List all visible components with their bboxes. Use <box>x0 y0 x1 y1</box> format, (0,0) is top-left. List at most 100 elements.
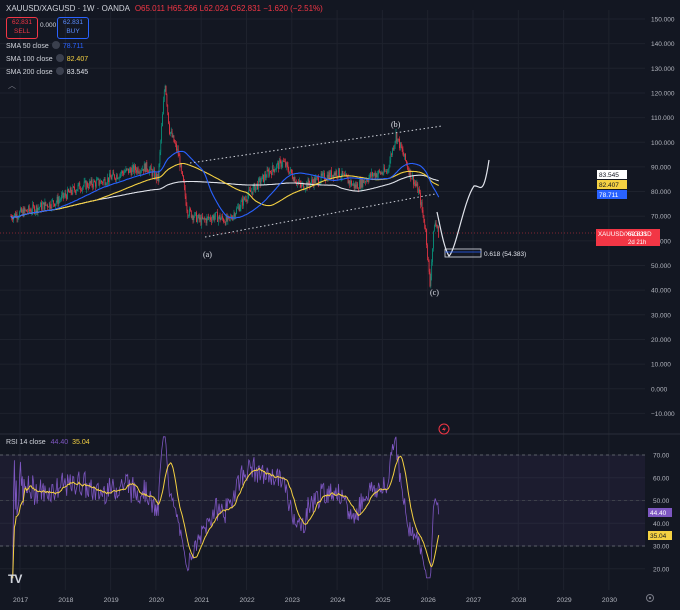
candle-body <box>103 178 105 181</box>
candle-body <box>73 186 75 188</box>
candle-body <box>399 142 401 149</box>
candle-body <box>349 180 351 185</box>
symbol-title[interactable]: XAUUSD/XAGUSD · 1W · OANDA <box>6 4 130 13</box>
candle-body <box>285 161 286 167</box>
candle-body <box>339 176 341 178</box>
candle-body <box>122 171 123 173</box>
indicator-sma-50[interactable]: SMA 50 close 78.711 <box>6 41 84 50</box>
candle-body <box>159 151 161 165</box>
candle-body <box>186 205 188 211</box>
gear-icon[interactable] <box>646 594 654 602</box>
candle-body <box>267 169 269 171</box>
candle-body <box>42 202 44 205</box>
indicator-label: SMA 100 close <box>6 56 53 63</box>
candle-body <box>342 171 344 175</box>
candle-body <box>328 172 330 181</box>
indicator-sma-200[interactable]: SMA 200 close 83.545 <box>6 67 88 76</box>
candle-body <box>156 173 157 180</box>
candle-body <box>68 189 69 192</box>
candle-body <box>308 179 310 184</box>
candle-body <box>28 206 29 212</box>
buy-button[interactable]: 62.831 BUY <box>57 17 89 39</box>
candle-body <box>364 181 365 183</box>
candle-body <box>280 160 282 167</box>
candle-body <box>34 206 35 214</box>
candle-body <box>413 175 414 185</box>
candle-body <box>318 183 320 185</box>
candle-body <box>88 186 89 188</box>
candle-body <box>48 206 49 208</box>
candle-body <box>430 276 432 287</box>
candle-body <box>76 189 78 191</box>
indicator-sma-100[interactable]: SMA 100 close 82.407 <box>6 54 88 63</box>
candle-body <box>106 183 108 185</box>
price-tick-label: 120.000 <box>651 90 675 97</box>
candle-body <box>397 138 399 142</box>
candle-body <box>395 132 397 142</box>
candle-body <box>162 114 163 127</box>
candle-body <box>224 222 226 225</box>
candle-body <box>115 174 117 180</box>
price-tick-label: 70.000 <box>651 214 671 221</box>
candle-body <box>216 212 217 213</box>
candle-body <box>163 100 164 115</box>
candle-body <box>277 162 278 165</box>
rsi-line <box>11 436 440 579</box>
candle-body <box>347 177 349 184</box>
candle-body <box>415 184 417 186</box>
candle-body <box>92 185 94 188</box>
price-tick-label: 10.000 <box>651 362 671 369</box>
candle-body <box>136 170 137 173</box>
candle-body <box>382 173 384 175</box>
rsi-tick-label: 30.00 <box>653 544 670 551</box>
candle-body <box>79 182 81 190</box>
candle-body <box>91 179 93 186</box>
candle-body <box>217 212 218 222</box>
candle-body <box>72 186 74 194</box>
candle-body <box>165 85 167 95</box>
buy-label: BUY <box>66 28 80 35</box>
candle-body <box>278 159 280 170</box>
candle-body <box>355 184 357 188</box>
candle-body <box>172 135 174 138</box>
candle-body <box>255 186 257 192</box>
candle-body <box>278 162 279 170</box>
candle-body <box>321 173 323 176</box>
sell-button[interactable]: 62.831 SELL <box>6 17 38 39</box>
candle-body <box>305 182 307 189</box>
tradingview-logo[interactable]: TV <box>8 572 22 586</box>
candle-body <box>413 182 415 185</box>
candle-body <box>87 182 88 187</box>
candle-body <box>318 177 319 185</box>
candle-body <box>235 213 237 218</box>
candle-body <box>341 171 343 178</box>
eye-icon[interactable] <box>55 67 64 75</box>
candle-body <box>176 143 177 151</box>
lightning-icon[interactable] <box>438 423 450 435</box>
eye-icon[interactable] <box>55 54 64 62</box>
rsi-label: RSI 14 close <box>6 439 46 446</box>
candle-body <box>431 262 433 277</box>
candle-body <box>417 183 419 193</box>
chevron-up-icon[interactable]: ︿ <box>8 81 16 90</box>
candle-body <box>84 180 86 182</box>
price-axis: 150.000 140.000 130.000 120.000 110.000 100.0… <box>651 17 675 418</box>
candle-body <box>230 216 231 218</box>
svg-text:XAUUSD/XAGUSD: XAUUSD/XAGUSD <box>598 231 652 238</box>
candle-body <box>324 173 325 181</box>
candle-body <box>365 181 366 183</box>
candle-body <box>400 142 402 148</box>
candle-body <box>422 210 424 215</box>
wave-label-a: (a) <box>203 250 212 259</box>
candle-body <box>429 271 431 287</box>
candle-body <box>282 160 284 165</box>
candle-body <box>366 179 367 182</box>
candle-body <box>41 202 42 210</box>
eye-icon[interactable] <box>51 41 60 49</box>
rsi-legend[interactable]: RSI 14 close 44.40 35.04 <box>6 439 90 446</box>
candle-body <box>190 210 192 218</box>
candle-body <box>281 164 283 167</box>
candle-body <box>97 178 99 180</box>
candle-body <box>351 180 352 186</box>
